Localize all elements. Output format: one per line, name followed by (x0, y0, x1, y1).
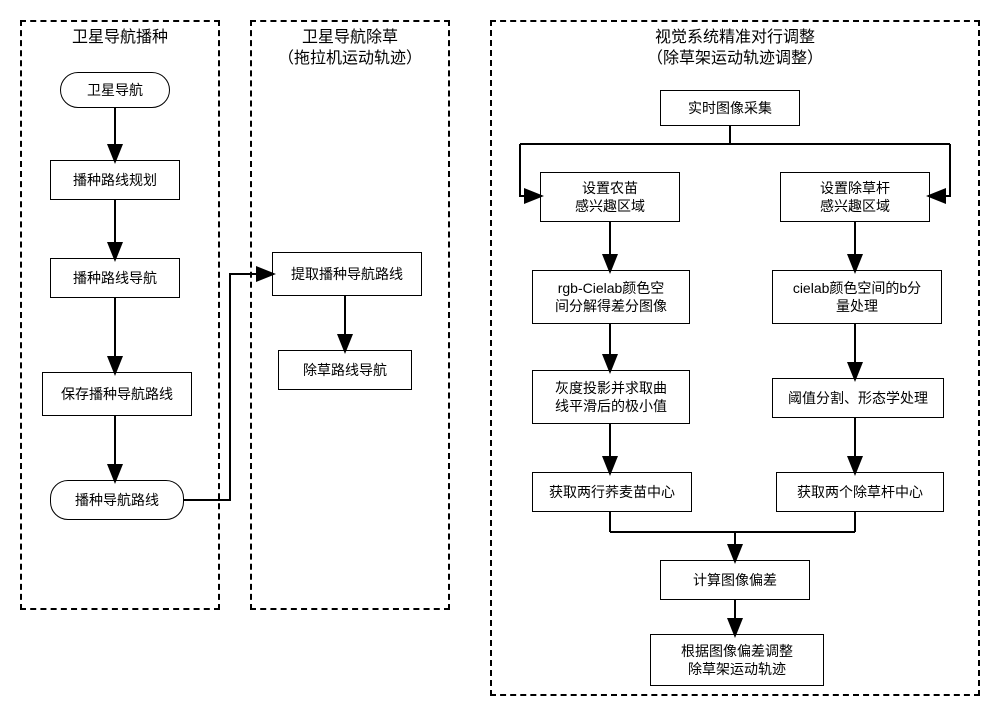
node-extract-seed-route: 提取播种导航路线 (272, 252, 422, 296)
node-satellite-nav: 卫星导航 (60, 72, 170, 108)
diagram-canvas: 卫星导航播种 卫星导航除草 （拖拉机运动轨迹） 视觉系统精准对行调整 （除草架运… (20, 20, 980, 696)
panel-seeding: 卫星导航播种 (20, 20, 220, 610)
node-image-capture: 实时图像采集 (660, 90, 800, 126)
node-cielab-b-process: cielab颜色空间的b分 量处理 (772, 270, 942, 324)
panel-title: 视觉系统精准对行调整 （除草架运动轨迹调整） (492, 28, 978, 70)
panel-title: 卫星导航播种 (22, 28, 218, 49)
node-two-seedling-center: 获取两行荞麦苗中心 (532, 472, 692, 512)
node-gray-projection-min: 灰度投影并求取曲 线平滑后的极小值 (532, 370, 690, 424)
node-adjust-trajectory: 根据图像偏差调整 除草架运动轨迹 (650, 634, 824, 686)
node-save-seed-route: 保存播种导航路线 (42, 372, 192, 416)
node-threshold-morph: 阈值分割、形态学处理 (772, 378, 944, 418)
node-two-weedbar-center: 获取两个除草杆中心 (776, 472, 944, 512)
node-seed-nav-route: 播种导航路线 (50, 480, 184, 520)
node-seed-route-plan: 播种路线规划 (50, 160, 180, 200)
node-weed-route-nav: 除草路线导航 (278, 350, 412, 390)
panel-weeding-nav: 卫星导航除草 （拖拉机运动轨迹） (250, 20, 450, 610)
panel-title: 卫星导航除草 （拖拉机运动轨迹） (252, 28, 448, 70)
node-weedbar-roi: 设置除草杆 感兴趣区域 (780, 172, 930, 222)
node-compute-deviation: 计算图像偏差 (660, 560, 810, 600)
node-seedling-roi: 设置农苗 感兴趣区域 (540, 172, 680, 222)
node-seed-route-nav: 播种路线导航 (50, 258, 180, 298)
node-rgb-cielab-diff: rgb-Cielab颜色空 间分解得差分图像 (532, 270, 690, 324)
